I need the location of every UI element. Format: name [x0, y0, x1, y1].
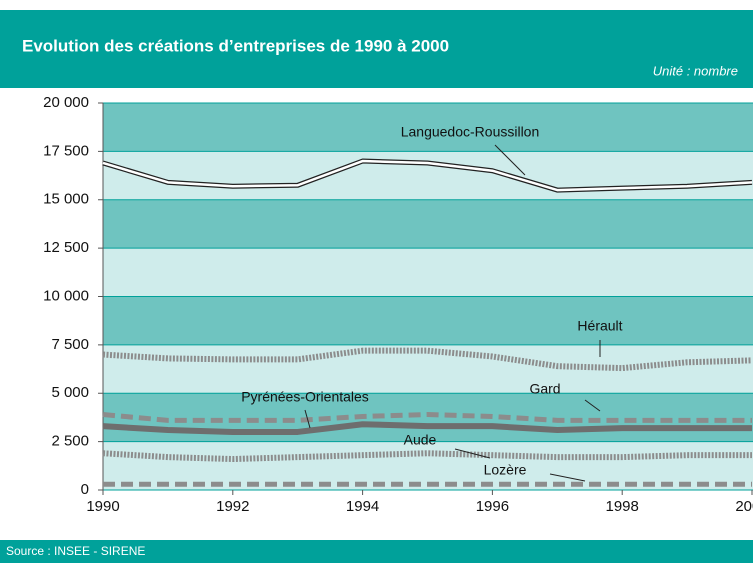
x-tick-label: 1992: [216, 498, 249, 515]
series-label: Lozère: [484, 462, 527, 478]
y-tick-label: 15 000: [43, 191, 89, 208]
y-tick-label: 17 500: [43, 142, 89, 159]
series-line: [102, 421, 752, 435]
series-label: Aude: [404, 432, 437, 448]
y-tick-label: 20 000: [43, 94, 89, 111]
y-tick-label: 12 500: [43, 239, 89, 256]
series-line: [102, 159, 753, 192]
leader-line: [584, 399, 601, 412]
band: [103, 199, 753, 249]
y-tick-label: 10 000: [43, 287, 89, 304]
series-line: [102, 412, 752, 423]
chart-title: Evolution des créations d’entreprises de…: [22, 36, 449, 55]
series-label: Hérault: [577, 318, 622, 334]
y-tick-label: 7 500: [51, 336, 89, 353]
chart-subtitle: Unité : nombre: [653, 63, 738, 78]
y-tick-label: 2 500: [51, 433, 89, 450]
x-tick-label: 1998: [606, 498, 639, 515]
leader-line: [304, 409, 311, 429]
band: [103, 296, 753, 345]
source: Source : INSEE - SIRENE: [6, 544, 145, 558]
x-tick-label: 1990: [86, 498, 119, 515]
series-label: Languedoc-Roussillon: [401, 124, 540, 140]
footer: [0, 540, 753, 563]
leader-line: [494, 144, 526, 176]
band: [103, 248, 753, 297]
x-tick-label: 2000: [735, 498, 753, 515]
series-line: [102, 347, 753, 372]
series-label: Pyrénées-Orientales: [241, 389, 369, 405]
band: [103, 151, 753, 200]
leader-line: [454, 448, 491, 459]
y-tick-label: 5 000: [51, 384, 89, 401]
x-tick-label: 1996: [476, 498, 509, 515]
x-tick-label: 1994: [346, 498, 379, 515]
leader-line: [549, 473, 586, 482]
series-label: Gard: [529, 381, 560, 397]
header: [0, 10, 753, 88]
band: [103, 103, 753, 152]
y-tick-label: 0: [81, 481, 89, 498]
